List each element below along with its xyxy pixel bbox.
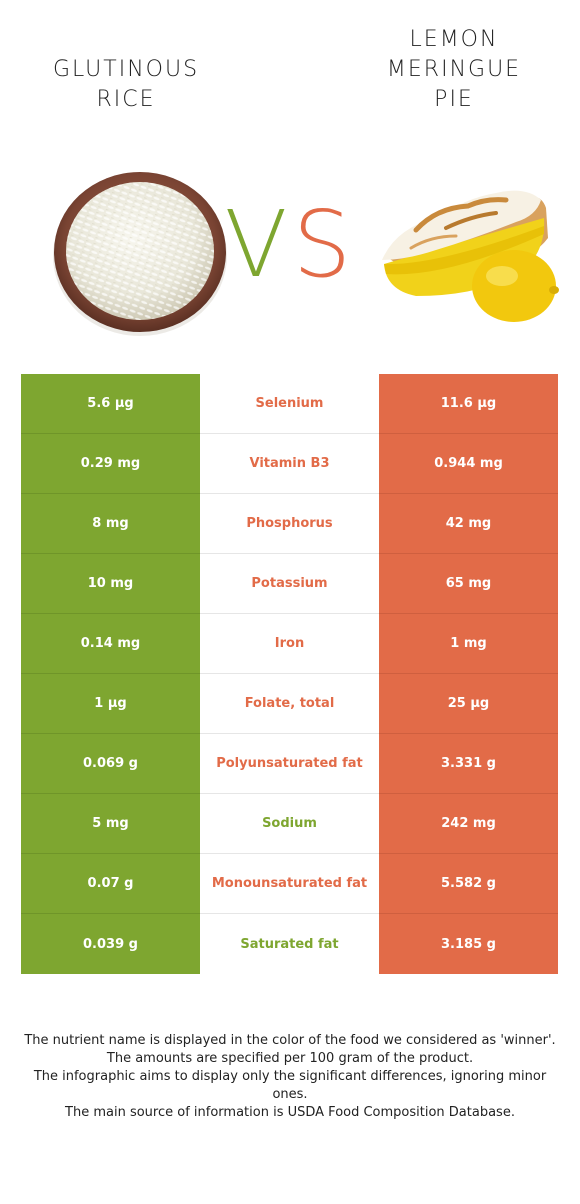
table-row: 10 mg Potassium 65 mg	[21, 554, 558, 614]
left-value: 0.069 g	[21, 734, 200, 794]
table-row: 0.039 g Saturated fat 3.185 g	[21, 914, 558, 974]
table-row: 0.14 mg Iron 1 mg	[21, 614, 558, 674]
footnote-line: The nutrient name is displayed in the co…	[24, 1033, 556, 1048]
right-value: 0.944 mg	[379, 434, 558, 494]
left-value: 8 mg	[21, 494, 200, 554]
table-row: 5.6 µg Selenium 11.6 µg	[21, 374, 558, 434]
footnote-line: The main source of information is USDA F…	[65, 1105, 515, 1120]
nutrient-name: Folate, total	[200, 674, 379, 734]
right-value: 3.185 g	[379, 914, 558, 974]
right-value: 65 mg	[379, 554, 558, 614]
food-left-title: GLUTINOUS RICE	[52, 57, 200, 112]
right-value: 1 mg	[379, 614, 558, 674]
left-value: 10 mg	[21, 554, 200, 614]
table-row: 8 mg Phosphorus 42 mg	[21, 494, 558, 554]
nutrient-name: Monounsaturated fat	[200, 854, 379, 914]
right-value: 3.331 g	[379, 734, 558, 794]
right-value: 42 mg	[379, 494, 558, 554]
nutrient-name: Saturated fat	[200, 914, 379, 974]
right-value: 5.582 g	[379, 854, 558, 914]
nutrient-name: Polyunsaturated fat	[200, 734, 379, 794]
food-right-title: LEMON MERINGUE PIE	[386, 27, 522, 112]
comparison-table: 5.6 µg Selenium 11.6 µg 0.29 mg Vitamin B3 0.…	[21, 374, 558, 974]
table-row: 0.07 g Monounsaturated fat 5.582 g	[21, 854, 558, 914]
table-row: 1 µg Folate, total 25 µg	[21, 674, 558, 734]
right-value: 242 mg	[379, 794, 558, 854]
nutrient-name: Potassium	[200, 554, 379, 614]
nutrient-name: Phosphorus	[200, 494, 379, 554]
right-value: 11.6 µg	[379, 374, 558, 434]
nutrient-name: Vitamin B3	[200, 434, 379, 494]
nutrient-name: Selenium	[200, 374, 379, 434]
left-value: 5 mg	[21, 794, 200, 854]
vs-v-letter: V	[226, 196, 287, 286]
left-value: 0.039 g	[21, 914, 200, 974]
left-value: 1 µg	[21, 674, 200, 734]
left-value: 0.29 mg	[21, 434, 200, 494]
nutrient-name: Sodium	[200, 794, 379, 854]
nutrient-name: Iron	[200, 614, 379, 674]
left-value: 5.6 µg	[21, 374, 200, 434]
footnote-line: The amounts are specified per 100 gram o…	[106, 1051, 474, 1066]
footnote: The nutrient name is displayed in the co…	[20, 1032, 560, 1122]
footnote-line: The infographic aims to display only the…	[33, 1069, 547, 1102]
lemon-meringue-pie-image	[382, 190, 559, 322]
vs-mark: V S	[226, 196, 350, 286]
right-value: 25 µg	[379, 674, 558, 734]
glutinous-rice-image	[53, 172, 227, 336]
table-row: 0.29 mg Vitamin B3 0.944 mg	[21, 434, 558, 494]
left-value: 0.14 mg	[21, 614, 200, 674]
table-row: 0.069 g Polyunsaturated fat 3.331 g	[21, 734, 558, 794]
vs-s-letter: S	[293, 196, 350, 286]
table-row: 5 mg Sodium 242 mg	[21, 794, 558, 854]
left-value: 0.07 g	[21, 854, 200, 914]
